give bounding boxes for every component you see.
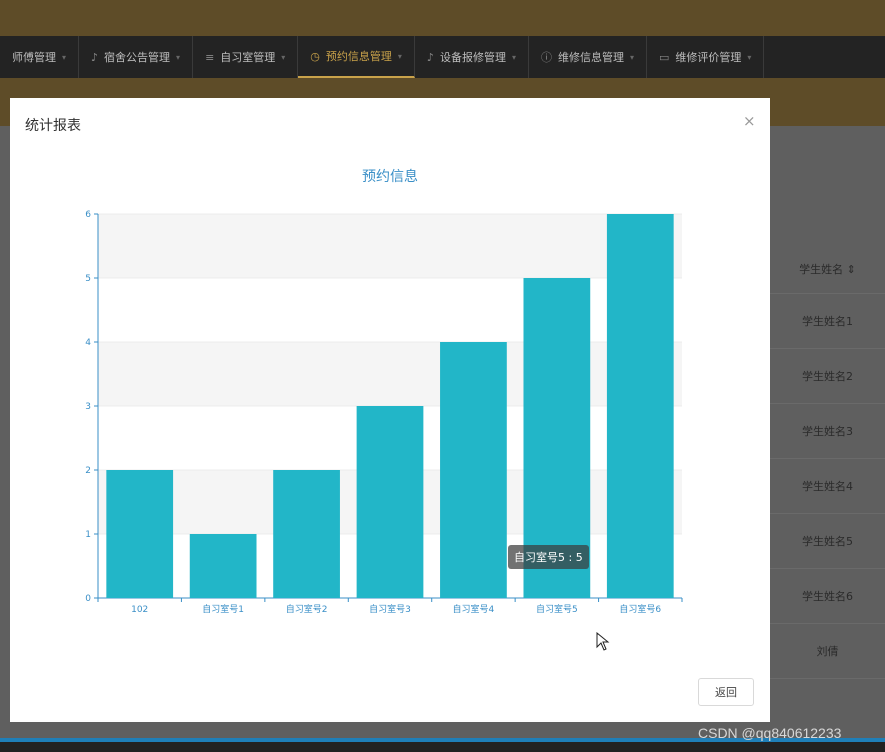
nav-item-3[interactable]: ◷ 预约信息管理 ▾	[298, 36, 415, 78]
bar-chart: 预约信息 0 1 2 3 4 5 6 102 自习室号1 自习室号2 自习室号3 自习室号4 自习室号5 自…	[85, 168, 683, 615]
table-cell: 学生姓名3	[770, 404, 885, 459]
chevron-down-icon: ▾	[176, 52, 181, 62]
chevron-down-icon: ▾	[629, 52, 634, 62]
student-name-column: 学生姓名 ⇕ 学生姓名1 学生姓名2 学生姓名3 学生姓名4 学生姓名5 学生姓名6 刘倩	[770, 244, 885, 679]
nav-item-label: 宿舍公告管理	[104, 51, 171, 64]
x-tick-label: 自习室号4	[453, 603, 495, 615]
stats-modal: 统计报表 × 预约信息 0 1 2 3 4 5 6 102 自习室号1 自习室号2 自习室号3 自习室号…	[10, 98, 770, 722]
top-header-bar	[0, 0, 885, 36]
y-tick-label: 6	[85, 210, 91, 220]
info-circle-icon: ⓘ	[540, 51, 552, 64]
mic-icon: ♪	[91, 50, 99, 64]
bar-2[interactable]	[273, 470, 340, 598]
nav-item-label: 设备报修管理	[439, 51, 506, 64]
chevron-down-icon: ▾	[747, 52, 752, 62]
chart-tooltip: 自习室号5 : 5	[508, 545, 589, 569]
nav-item-5[interactable]: ⓘ 维修信息管理 ▾	[529, 36, 647, 78]
modal-title: 统计报表	[25, 118, 81, 134]
nav-item-6[interactable]: ▭ 维修评价管理 ▾	[647, 36, 765, 78]
nav-item-label: 维修信息管理	[557, 51, 624, 64]
chart-title: 预约信息	[362, 168, 418, 185]
x-tick-label: 自习室号1	[202, 603, 244, 615]
y-tick-label: 4	[85, 338, 91, 348]
table-cell: 学生姓名4	[770, 459, 885, 514]
table-cell: 学生姓名5	[770, 514, 885, 569]
nav-item-label: 自习室管理	[220, 51, 276, 64]
table-cell: 刘倩	[770, 624, 885, 679]
x-tick-label: 自习室号6	[619, 603, 661, 615]
chevron-down-icon: ▾	[397, 51, 402, 61]
bar-6[interactable]	[606, 214, 674, 598]
nav-item-1[interactable]: ♪ 宿舍公告管理 ▾	[79, 36, 194, 78]
table-cell: 学生姓名6	[770, 569, 885, 624]
nav-item-label: 预约信息管理	[325, 50, 392, 63]
watermark: CSDN @qq840612233	[698, 725, 842, 741]
bar-0[interactable]	[106, 470, 174, 598]
chevron-down-icon: ▾	[62, 52, 67, 62]
list-icon: ≡	[205, 50, 215, 64]
grid-band	[98, 214, 682, 278]
chevron-down-icon: ▾	[511, 52, 516, 62]
y-tick-label: 5	[85, 274, 91, 284]
close-icon[interactable]: ×	[743, 112, 756, 130]
student-name-header[interactable]: 学生姓名 ⇕	[770, 244, 885, 294]
nav-item-label: 师傅管理	[12, 51, 56, 64]
y-tick-label: 3	[85, 402, 91, 412]
bottom-accent-line	[0, 738, 885, 742]
x-tick-label: 自习室号5	[536, 603, 578, 615]
nav-item-label: 维修评价管理	[675, 51, 742, 64]
tooltip-text: 自习室号5 : 5	[514, 551, 583, 564]
bar-5[interactable]	[523, 278, 591, 598]
nav-item-0[interactable]: 师傅管理 ▾	[0, 36, 80, 78]
chevron-down-icon: ▾	[281, 52, 286, 62]
x-tick-label: 自习室号3	[369, 603, 411, 615]
x-tick-label: 自习室号2	[286, 603, 328, 615]
bottom-bar	[0, 742, 885, 752]
main-nav: 师傅管理 ▾ ♪ 宿舍公告管理 ▾ ≡ 自习室管理 ▾ ◷ 预约信息管理 ▾ ♪ 设备报修管理 ▾ ⓘ 维修信…	[0, 36, 885, 78]
nav-item-4[interactable]: ♪ 设备报修管理 ▾	[415, 36, 529, 78]
y-tick-label: 2	[85, 466, 91, 476]
table-cell: 学生姓名1	[770, 294, 885, 349]
return-button[interactable]: 返回	[698, 678, 754, 706]
grid-band	[98, 342, 682, 406]
mouse-cursor-icon	[596, 632, 610, 651]
clock-icon: ◷	[310, 49, 320, 63]
mic-icon: ♪	[426, 50, 434, 64]
bar-1[interactable]	[189, 534, 257, 598]
bar-3[interactable]	[356, 406, 424, 598]
comment-icon: ▭	[658, 50, 670, 64]
y-tick-label: 0	[85, 594, 91, 604]
bar-4[interactable]	[440, 342, 507, 598]
table-cell: 学生姓名2	[770, 349, 885, 404]
x-tick-label: 102	[131, 605, 148, 615]
y-tick-label: 1	[85, 530, 91, 540]
nav-item-2[interactable]: ≡ 自习室管理 ▾	[193, 36, 299, 78]
